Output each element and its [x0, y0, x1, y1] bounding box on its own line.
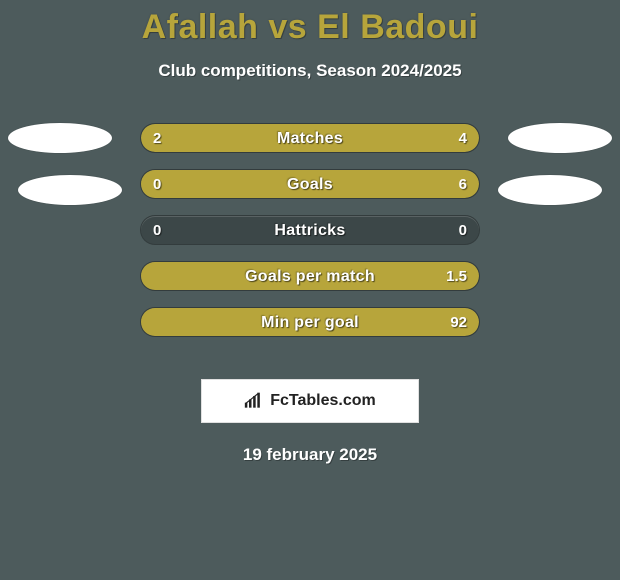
stat-row: 0 Hattricks 0 — [140, 215, 480, 245]
comparison-infographic: Afallah vs El Badoui Club competitions, … — [0, 0, 620, 580]
stats-area: 2 Matches 4 0 Goals 6 0 Hattricks 0 — [0, 123, 620, 363]
brand-text: FcTables.com — [270, 392, 376, 410]
stat-value-right: 0 — [459, 216, 467, 244]
stat-value-right: 6 — [459, 170, 467, 198]
page-title: Afallah vs El Badoui — [0, 0, 620, 47]
stat-label: Min per goal — [141, 308, 479, 336]
player-left-oval-2 — [18, 175, 122, 205]
stat-label: Goals per match — [141, 262, 479, 290]
stat-value-right: 4 — [459, 124, 467, 152]
player-right-oval-1 — [508, 123, 612, 153]
stat-row: 2 Matches 4 — [140, 123, 480, 153]
date-text: 19 february 2025 — [0, 445, 620, 465]
player-right-oval-2 — [498, 175, 602, 205]
stat-label: Hattricks — [141, 216, 479, 244]
stat-label: Goals — [141, 170, 479, 198]
stat-row: Min per goal 92 — [140, 307, 480, 337]
bars-icon — [244, 392, 264, 410]
stat-row: 0 Goals 6 — [140, 169, 480, 199]
stat-value-right: 92 — [450, 308, 467, 336]
stat-bars: 2 Matches 4 0 Goals 6 0 Hattricks 0 — [140, 123, 480, 353]
stat-value-right: 1.5 — [446, 262, 467, 290]
stat-row: Goals per match 1.5 — [140, 261, 480, 291]
page-subtitle: Club competitions, Season 2024/2025 — [0, 61, 620, 81]
stat-label: Matches — [141, 124, 479, 152]
player-left-oval-1 — [8, 123, 112, 153]
brand-badge[interactable]: FcTables.com — [201, 379, 419, 423]
